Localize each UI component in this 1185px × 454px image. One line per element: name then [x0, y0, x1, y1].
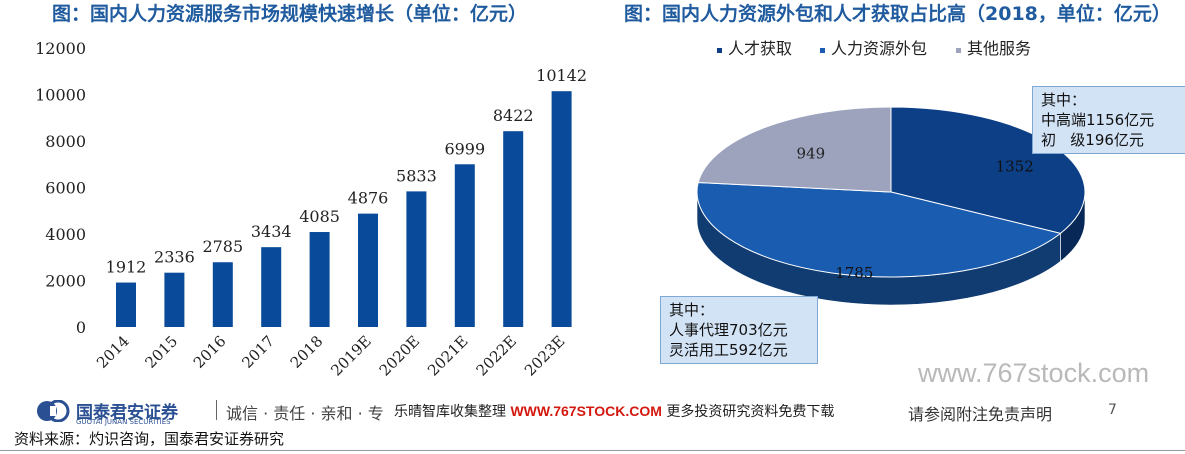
callout-line: 其中：: [1041, 91, 1087, 109]
bar-value-label: 2336: [154, 248, 195, 267]
y-tick-label: 10000: [35, 86, 86, 105]
bar: [116, 282, 136, 327]
x-tick-label: 2017: [238, 332, 278, 372]
legend-swatch: [820, 48, 825, 53]
data-source: 资料来源：灼识咨询，国泰君安证券研究: [14, 430, 285, 448]
promo-prefix: 乐晴智库收集整理: [394, 404, 511, 420]
footer-disclaimer: 请参阅附注免责声明: [908, 405, 1053, 424]
bar: [503, 131, 524, 327]
pie-value-label: 1352: [996, 157, 1034, 175]
bar-value-label: 6999: [444, 139, 485, 158]
bottom-rule: [0, 450, 1185, 451]
bar: [212, 262, 233, 327]
pie-value-label: 949: [796, 145, 825, 163]
bar-value-label: 2785: [202, 237, 243, 256]
pie-chart-title: 图：国内人力资源外包和人才获取占比高（2018，单位：亿元）: [624, 3, 1171, 25]
legend-swatch: [717, 48, 722, 53]
bar: [551, 91, 572, 327]
footer-slogan: 诚信 · 责任 · 亲和 · 专: [226, 404, 384, 423]
bar: [164, 272, 185, 327]
pie-value-label: 1785: [835, 264, 873, 282]
callout-line: 灵活用工592亿元: [669, 341, 788, 359]
bar-value-label: 10142: [536, 66, 587, 85]
bar-chart-title: 图：国内人力资源服务市场规模快速增长（单位：亿元）: [52, 3, 528, 25]
brand-name-en: GUOTAI JUNAN SECURITIES: [76, 418, 171, 426]
legend-label: 其他服务: [967, 39, 1031, 58]
watermark: www.767stock.com: [918, 358, 1150, 388]
promo-suffix: 更多投资研究资料免费下载: [661, 404, 835, 420]
bar: [358, 213, 378, 327]
y-tick-label: 12000: [35, 39, 86, 58]
hr-outsourcing-callout: 其中： 人事代理703亿元 灵活用工592亿元: [660, 296, 818, 364]
x-tick-label: 2016: [190, 332, 230, 372]
y-tick-label: 0: [76, 318, 86, 337]
callout-line: 初 级196亿元: [1041, 131, 1144, 149]
bar-value-label: 8422: [493, 106, 534, 125]
bar-chart: 0 2000 4000 6000 8000 10000 12000 1912 2336 2785…: [35, 39, 587, 380]
y-tick-label: 2000: [45, 272, 86, 291]
brand-name: 国泰君安证券: [76, 403, 178, 423]
bar-value-label: 4876: [348, 189, 389, 208]
x-tick-label: 2023E: [521, 332, 568, 379]
talent-acquisition-callout: 其中： 中高端1156亿元 初 级196亿元: [1032, 86, 1185, 154]
x-tick-label: 2018: [287, 332, 327, 372]
x-tick-label: 2014: [93, 332, 133, 372]
callout-line: 人事代理703亿元: [669, 321, 788, 339]
y-tick-label: 8000: [45, 132, 86, 151]
x-tick-label: 2022E: [473, 332, 520, 379]
pie-slice: [697, 106, 892, 193]
footer-divider: [216, 400, 217, 420]
bar: [261, 247, 282, 327]
promo-url[interactable]: WWW.767STOCK.COM: [510, 403, 662, 419]
callout-line: 其中：: [669, 301, 715, 319]
bar: [406, 191, 427, 327]
x-tick-label: 2020E: [376, 332, 423, 379]
bar-value-label: 3434: [251, 222, 292, 241]
callout-line: 中高端1156亿元: [1041, 111, 1155, 129]
legend-label: 人才获取: [728, 39, 792, 58]
x-tick-label: 2021E: [424, 332, 471, 379]
y-tick-label: 6000: [45, 179, 86, 198]
bar: [309, 232, 330, 327]
legend-swatch: [956, 48, 961, 53]
bar-value-label: 1912: [106, 258, 147, 277]
x-tick-label: 2015: [141, 332, 181, 372]
page-number: 7: [1108, 402, 1117, 418]
bar-value-label: 5833: [396, 166, 437, 185]
bar: [454, 164, 475, 327]
legend-label: 人力资源外包: [831, 39, 927, 58]
brand-emblem-icon: [37, 399, 70, 422]
footer-promo: 乐晴智库收集整理 WWW.767STOCK.COM 更多投资研究资料免费下载: [394, 401, 834, 421]
pie-slice: [696, 182, 1062, 278]
x-tick-label: 2019E: [327, 332, 374, 379]
bar-value-label: 4085: [299, 207, 340, 226]
y-tick-label: 4000: [45, 225, 86, 244]
brand-logo: 国泰君安证券 GUOTAI JUNAN SECURITIES: [36, 398, 178, 426]
